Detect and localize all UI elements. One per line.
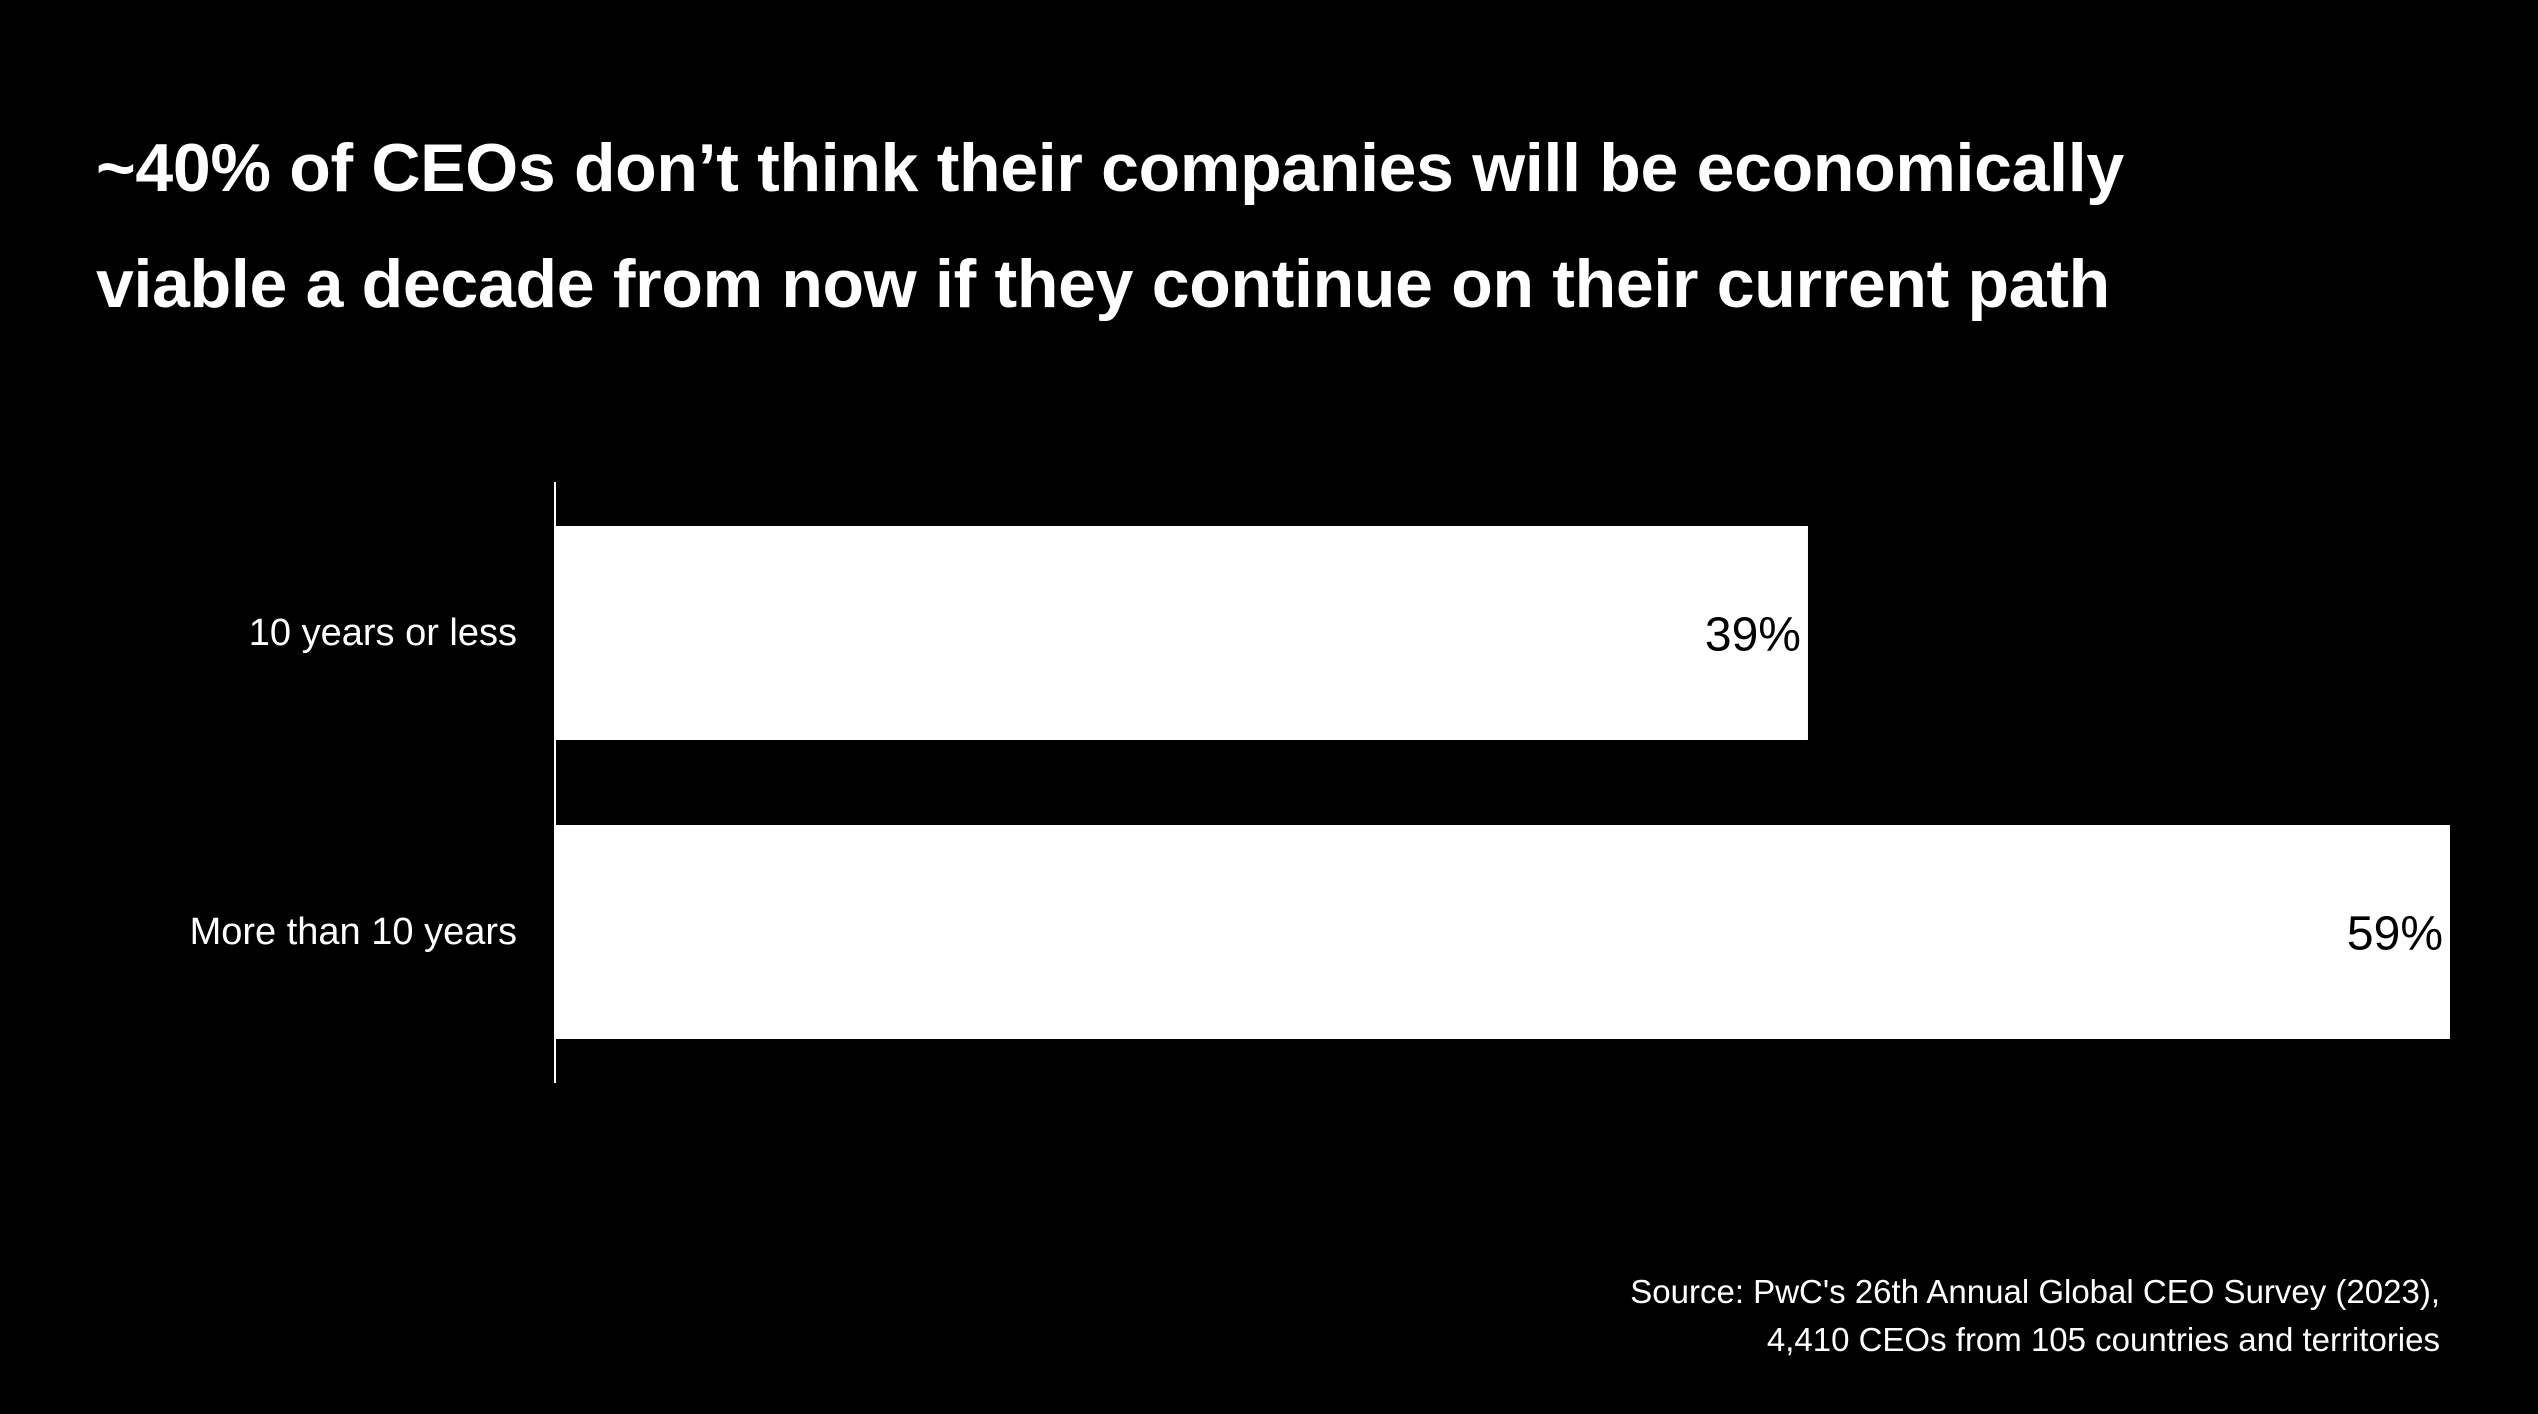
bar-1 bbox=[556, 526, 1808, 740]
chart-title-line-2: viable a decade from now if they continu… bbox=[96, 246, 2110, 322]
bar-chart: 10 years or less 39% More than 10 years 59% bbox=[190, 482, 2450, 1083]
value-label-2: 59% bbox=[2347, 908, 2443, 961]
category-label-2: More than 10 years bbox=[190, 911, 517, 953]
chart-title: ~40% of CEOs don’t think their companies… bbox=[96, 110, 2476, 342]
bars-group: 10 years or less 39% More than 10 years 59% bbox=[190, 526, 2450, 1039]
category-label-1: 10 years or less bbox=[249, 612, 517, 654]
value-label-1: 39% bbox=[1705, 609, 1801, 662]
bar-2 bbox=[556, 825, 2450, 1039]
chart-title-line-1: ~40% of CEOs don’t think their companies… bbox=[96, 130, 2124, 206]
source-note: Source: PwC's 26th Annual Global CEO Sur… bbox=[1630, 1268, 2440, 1364]
source-line-1: Source: PwC's 26th Annual Global CEO Sur… bbox=[1630, 1273, 2440, 1310]
source-line-2: 4,410 CEOs from 105 countries and territ… bbox=[1766, 1321, 2440, 1358]
